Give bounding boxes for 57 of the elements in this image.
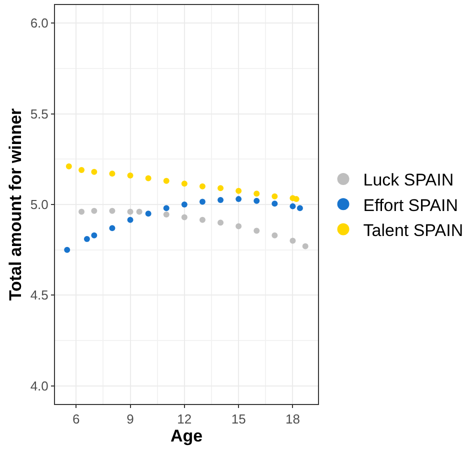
point — [181, 180, 188, 187]
y-axis-title: Total amount for winner — [6, 108, 25, 301]
x-tick-label: 6 — [72, 412, 80, 427]
point — [254, 228, 260, 234]
x-tick-label: 15 — [231, 412, 246, 427]
point — [109, 170, 116, 177]
point — [272, 232, 278, 238]
legend-label: Talent SPAIN — [363, 220, 464, 240]
x-axis-title: Age — [170, 426, 203, 446]
point — [296, 205, 303, 212]
point — [145, 175, 152, 182]
point — [84, 236, 90, 242]
y-tick-label: 5.0 — [30, 197, 48, 212]
x-tick-label: 9 — [126, 412, 134, 427]
point — [218, 220, 224, 226]
legend-label: Luck SPAIN — [363, 170, 454, 190]
point — [236, 188, 242, 194]
point — [302, 243, 308, 250]
point — [109, 208, 116, 214]
point — [127, 216, 134, 223]
point — [199, 198, 206, 205]
y-tick-label: 5.5 — [30, 106, 48, 122]
point — [199, 216, 206, 223]
point — [181, 202, 188, 208]
point — [127, 208, 134, 215]
point — [78, 208, 85, 215]
point — [290, 238, 296, 244]
y-tick-label: 4.5 — [30, 288, 48, 303]
x-tick-label: 18 — [285, 412, 300, 427]
point — [91, 232, 98, 238]
point — [272, 200, 278, 207]
point — [236, 196, 242, 202]
point — [145, 210, 152, 217]
point — [66, 163, 72, 170]
point — [136, 208, 142, 215]
point — [218, 185, 224, 192]
point — [181, 214, 188, 220]
point — [127, 172, 134, 178]
point — [218, 196, 224, 203]
point — [163, 178, 170, 184]
point — [91, 168, 98, 175]
point — [78, 167, 85, 174]
point — [91, 208, 98, 214]
point — [272, 193, 278, 200]
point — [199, 183, 206, 190]
point — [163, 205, 170, 212]
point — [163, 211, 170, 218]
point — [254, 190, 260, 197]
y-tick-label: 4.0 — [30, 378, 48, 394]
legend-label: Effort SPAIN — [363, 196, 458, 215]
point — [109, 225, 116, 232]
point — [64, 246, 70, 253]
point — [254, 198, 260, 204]
point — [290, 203, 296, 210]
y-tick-label: 6.0 — [30, 16, 48, 31]
point — [236, 223, 242, 230]
x-tick-label: 12 — [177, 412, 192, 427]
